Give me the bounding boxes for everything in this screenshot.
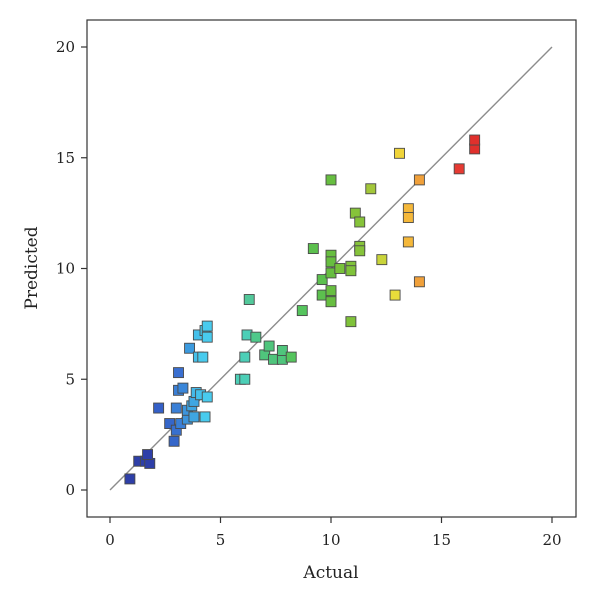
- data-point: [201, 331, 213, 343]
- data-point: [402, 212, 414, 224]
- x-tick-label: 0: [105, 531, 115, 549]
- data-point: [263, 340, 275, 352]
- data-point: [296, 305, 308, 317]
- data-point: [243, 294, 255, 305]
- data-point: [177, 382, 189, 394]
- y-axis-ticks: 0 5 10 15 20: [56, 38, 87, 499]
- data-points: [124, 134, 481, 485]
- x-axis-ticks: 0 5 10 15 20: [105, 517, 562, 549]
- y-tick-label: 10: [56, 260, 75, 278]
- x-axis-title: Actual: [302, 563, 358, 583]
- data-point: [276, 345, 288, 356]
- data-point: [173, 367, 184, 379]
- data-point: [389, 289, 401, 301]
- x-tick-label: 15: [432, 531, 451, 549]
- y-tick-label: 20: [56, 38, 75, 56]
- data-point: [307, 243, 319, 255]
- y-tick-label: 0: [65, 481, 75, 499]
- data-point: [325, 296, 337, 308]
- x-tick-label: 10: [321, 531, 340, 549]
- y-axis-title: Predicted: [22, 226, 42, 309]
- data-point: [188, 411, 200, 423]
- data-point: [184, 342, 196, 354]
- data-point: [239, 373, 251, 385]
- x-tick-label: 20: [542, 531, 561, 549]
- data-point: [334, 263, 346, 274]
- data-point: [345, 316, 357, 328]
- data-point: [153, 402, 165, 414]
- y-tick-label: 5: [65, 370, 75, 388]
- y-tick-label: 15: [56, 149, 75, 167]
- data-point: [325, 174, 337, 186]
- data-point: [345, 265, 357, 277]
- data-point: [250, 331, 262, 343]
- data-point: [325, 285, 337, 297]
- data-point: [168, 435, 180, 447]
- data-point: [201, 320, 213, 332]
- data-point: [201, 391, 213, 403]
- data-point: [453, 163, 465, 175]
- data-point: [199, 411, 211, 423]
- data-point: [365, 183, 377, 195]
- data-point: [142, 449, 154, 461]
- data-point: [325, 256, 337, 268]
- data-point: [124, 473, 136, 485]
- data-point: [354, 216, 366, 228]
- data-point: [285, 351, 297, 363]
- data-point: [170, 402, 182, 414]
- data-point: [354, 245, 366, 257]
- data-point: [402, 236, 414, 248]
- data-point: [469, 134, 481, 146]
- data-point: [239, 351, 251, 363]
- data-point: [197, 351, 209, 363]
- data-point: [413, 276, 425, 288]
- data-point: [316, 274, 328, 286]
- data-point: [376, 254, 388, 266]
- data-point: [164, 418, 176, 429]
- x-tick-label: 5: [216, 531, 226, 549]
- data-point: [394, 147, 405, 159]
- data-point: [413, 174, 425, 186]
